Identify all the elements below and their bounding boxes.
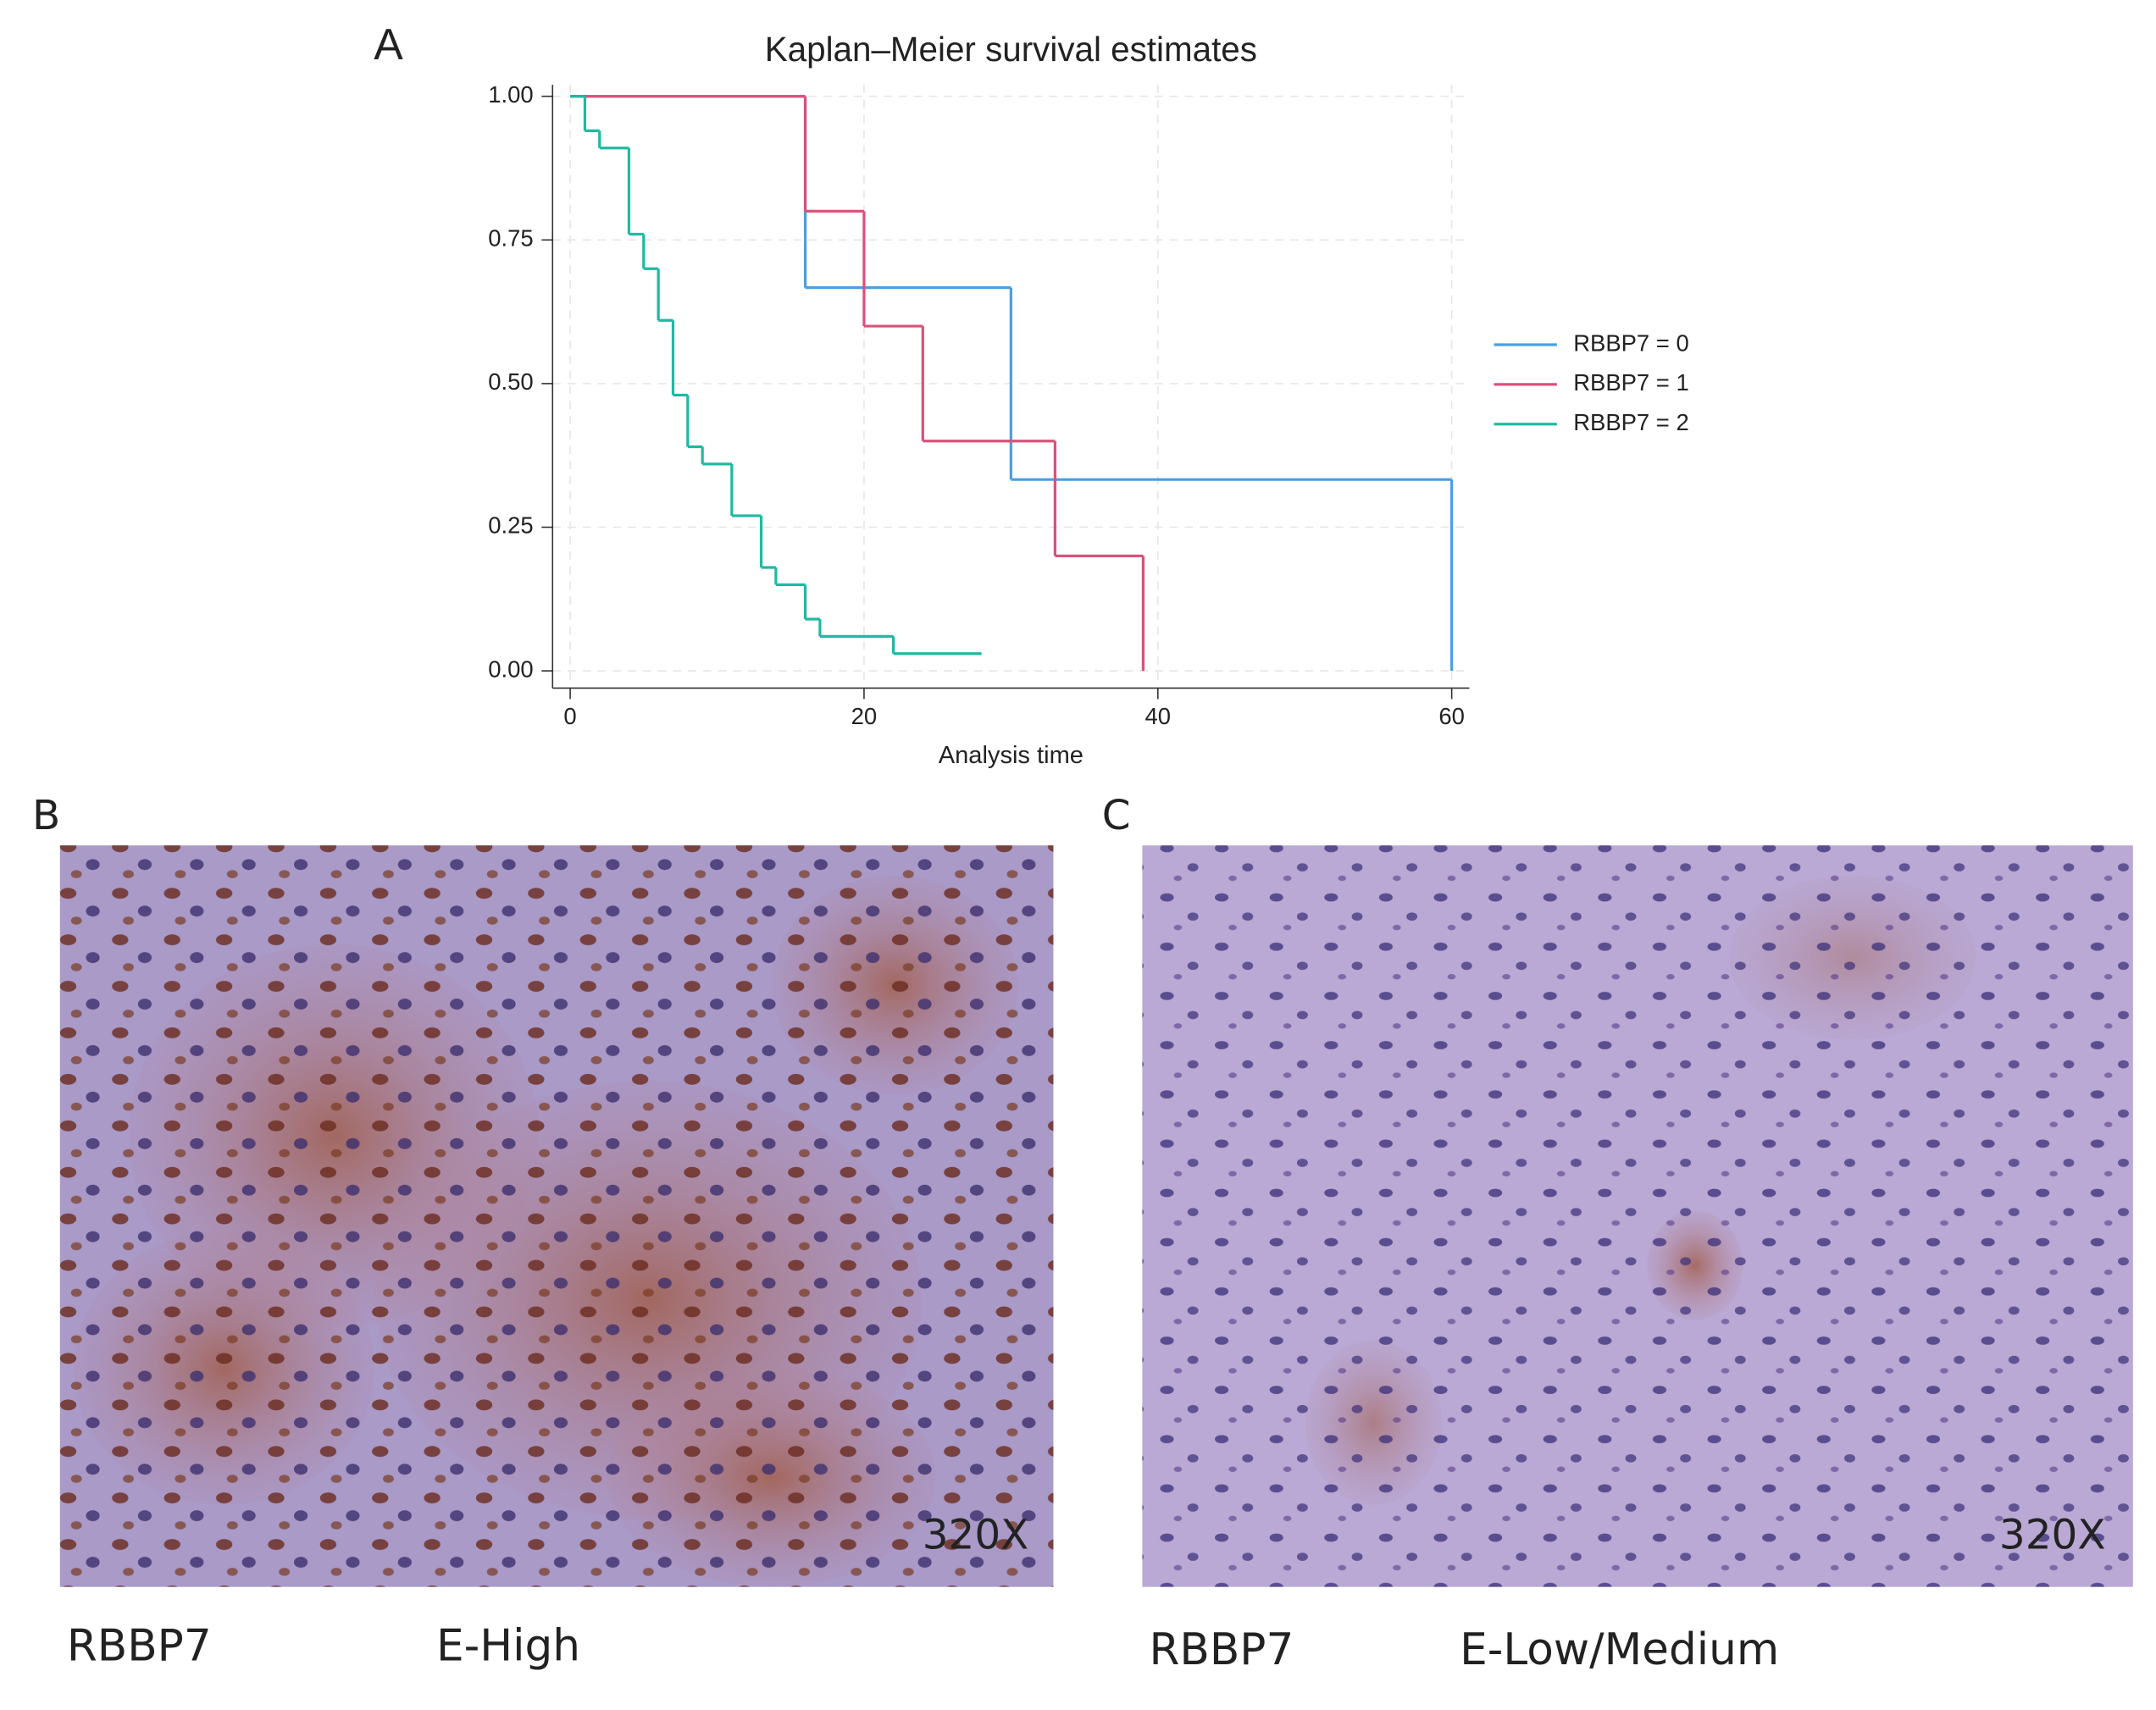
x-tick-label: 60 [1438,703,1465,729]
x-axis-label: Analysis time [939,742,1084,769]
x-tick-label: 20 [851,703,878,729]
x-tick-label: 0 [563,703,576,729]
legend-label: RBBP7 = 0 [1573,329,1689,356]
y-tick-label: 0.00 [488,656,533,682]
plot: 0.00 0.25 0.50 0.75 1.00 0 20 40 60 RBBP7 = 0 RBBP… [488,81,1688,729]
legend-label: RBBP7 = 2 [1573,409,1689,435]
magnification: 320X [1999,1511,2106,1558]
panel-label: C [1102,792,1131,839]
y-tick-label: 0.75 [488,225,533,252]
magnification: 320X [923,1511,1029,1558]
y-tick-label: 0.25 [488,512,533,539]
marker-label: RBBP7 [1149,1624,1294,1675]
micrograph [1142,845,2133,1587]
y-tick-label: 0.50 [488,368,533,395]
micrograph [59,845,1054,1587]
expression-label: E-Low/Medium [1460,1624,1779,1675]
panel-label: A [374,19,403,69]
legend-label: RBBP7 = 1 [1573,369,1689,396]
x-tick-label: 40 [1145,703,1172,729]
marker-label: RBBP7 [67,1620,212,1671]
expression-label: E-High [436,1620,580,1671]
y-tick-label: 1.00 [488,81,533,108]
panel-label: B [32,792,60,839]
chart-title: Kaplan–Meier survival estimates [765,30,1257,69]
